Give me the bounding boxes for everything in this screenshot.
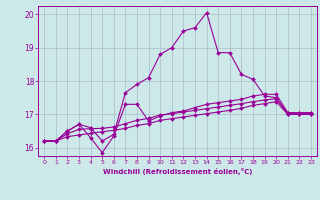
X-axis label: Windchill (Refroidissement éolien,°C): Windchill (Refroidissement éolien,°C) xyxy=(103,168,252,175)
